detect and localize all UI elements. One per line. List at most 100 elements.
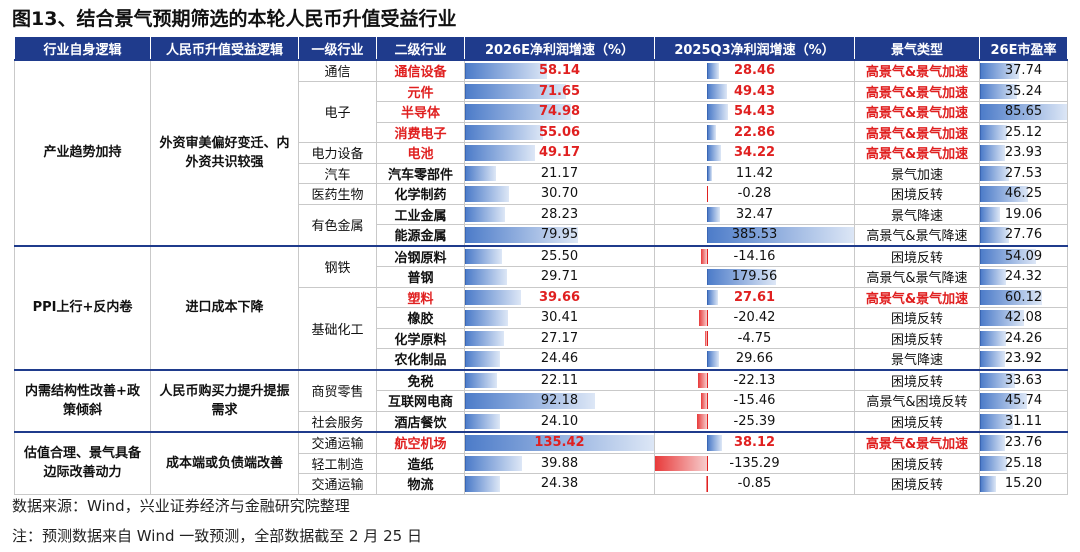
cell-value: 34.22 (733, 145, 776, 161)
cell-value: 23.76 (1004, 435, 1043, 451)
bar-cell: 60.12 (979, 286, 1068, 308)
boom-type: 困境反转 (854, 244, 980, 267)
bar-cell: 79.95 (464, 224, 655, 246)
bar-cell: 42.08 (979, 307, 1068, 329)
boom-type: 高景气&景气加速 (854, 101, 980, 123)
data-bar (465, 83, 566, 99)
level2-industry: 农化制品 (376, 348, 465, 370)
level2-industry: 航空机场 (376, 431, 465, 454)
level2-industry: 酒店餐饮 (376, 410, 465, 433)
level2-industry: 互联网电商 (376, 390, 465, 412)
boom-type: 高景气&景气加速 (854, 286, 980, 308)
table-row: 交通运输 物流 24.38 -0.85 困境反转 15.20 (15, 473, 1068, 495)
cell-value: 71.65 (538, 83, 581, 99)
bar-cell: 24.26 (979, 327, 1068, 349)
data-bar (698, 310, 708, 326)
data-bar (980, 413, 1013, 429)
cell-value: 27.61 (733, 289, 776, 305)
bar-cell: 30.70 (464, 183, 655, 205)
bar-cell: 24.38 (464, 473, 655, 495)
cell-value: 21.17 (540, 165, 579, 181)
data-bar (706, 269, 777, 285)
data-bar (465, 393, 595, 409)
boom-type: 高景气&困境反转 (854, 390, 980, 412)
data-bar (706, 227, 854, 243)
cell-value: 24.32 (1004, 269, 1043, 285)
cell-value: 29.71 (540, 269, 579, 285)
bar-cell: 23.93 (979, 142, 1068, 164)
table-row: 有色金属 工业金属 28.23 32.47 景气降速 19.06 (15, 203, 1068, 246)
bar-cell: 30.41 (464, 307, 655, 329)
data-bar (706, 145, 721, 161)
table-row: 汽车 汽车零部件 21.17 11.42 景气加速 27.53 (15, 162, 1068, 184)
level1-industry: 交通运输 (298, 473, 377, 495)
level1-industry: 基础化工 (298, 286, 377, 370)
level2-industry: 普钢 (376, 266, 465, 288)
column-header: 一级行业 (298, 36, 377, 61)
data-bar (980, 124, 1007, 140)
cell-value: 19.06 (1004, 206, 1043, 222)
bar-cell: -22.13 (654, 368, 855, 391)
cell-value: 38.12 (733, 435, 776, 451)
bar-cell: 32.47 (654, 203, 855, 225)
data-bar (980, 248, 1036, 264)
data-bar (980, 83, 1017, 99)
column-header: 26E市盈率 (979, 36, 1068, 61)
boom-type: 困境反转 (854, 368, 980, 391)
cell-value: 46.25 (1004, 186, 1043, 202)
data-bar (465, 248, 502, 264)
bar-cell: 28.46 (654, 59, 855, 82)
boom-type: 困境反转 (854, 410, 980, 433)
bar-cell: 34.22 (654, 142, 855, 164)
bar-cell: 27.17 (464, 327, 655, 349)
bar-cell: 24.32 (979, 266, 1068, 288)
bar-cell: 29.71 (464, 266, 655, 288)
cell-value: 49.17 (538, 145, 581, 161)
cell-value: 33.63 (1004, 372, 1043, 388)
bar-cell: 92.18 (464, 390, 655, 412)
cell-value: 29.66 (735, 351, 774, 367)
bar-cell: 27.61 (654, 286, 855, 308)
bar-cell: 54.43 (654, 101, 855, 123)
level2-industry: 工业金属 (376, 203, 465, 225)
data-bar (465, 289, 522, 305)
data-bar (706, 83, 727, 99)
boom-type: 困境反转 (854, 473, 980, 495)
data-bar (980, 186, 1028, 202)
level2-industry: 橡胶 (376, 307, 465, 329)
level2-industry: 通信设备 (376, 59, 465, 82)
data-bar (980, 310, 1024, 326)
bar-cell: 37.74 (979, 59, 1068, 82)
cell-value: 39.88 (540, 455, 579, 471)
data-bar (465, 63, 548, 79)
data-bar (465, 124, 543, 140)
bar-cell: 27.53 (979, 162, 1068, 184)
boom-type: 困境反转 (854, 183, 980, 205)
level2-industry: 冶钢原料 (376, 244, 465, 267)
cell-value: 15.20 (1004, 476, 1043, 492)
boom-type: 高景气&景气加速 (854, 80, 980, 102)
bar-cell: -0.28 (654, 183, 855, 205)
table-row: 能源金属 79.95 385.53 高景气&景气降速 27.76 (15, 224, 1068, 246)
data-bar (980, 351, 1006, 367)
table: 行业自身逻辑 人民币升值受益逻辑 一级行业 二级行业 2026E净利润增速（%） 2025… (14, 36, 1068, 495)
bar-cell: 54.09 (979, 244, 1068, 267)
bar-cell: 135.42 (464, 431, 655, 454)
cell-value: 27.76 (1004, 227, 1043, 243)
data-bar (465, 165, 496, 181)
data-bar (465, 104, 571, 120)
data-bar (465, 476, 501, 492)
industry-logic: 内需结构性改善+政策倾斜 (14, 368, 151, 433)
bar-cell: 23.76 (979, 431, 1068, 454)
bar-cell: 19.06 (979, 203, 1068, 225)
level1-industry: 有色金属 (298, 203, 377, 246)
data-bar (980, 455, 1007, 471)
data-bar (980, 435, 1006, 451)
bar-cell: 71.65 (464, 80, 655, 102)
cell-value: -4.75 (737, 330, 772, 346)
level1-industry: 汽车 (298, 162, 377, 184)
cell-value: -22.13 (733, 372, 776, 388)
cell-value: 32.47 (735, 206, 774, 222)
data-bar (465, 269, 508, 285)
cell-value: 54.09 (1004, 248, 1043, 264)
